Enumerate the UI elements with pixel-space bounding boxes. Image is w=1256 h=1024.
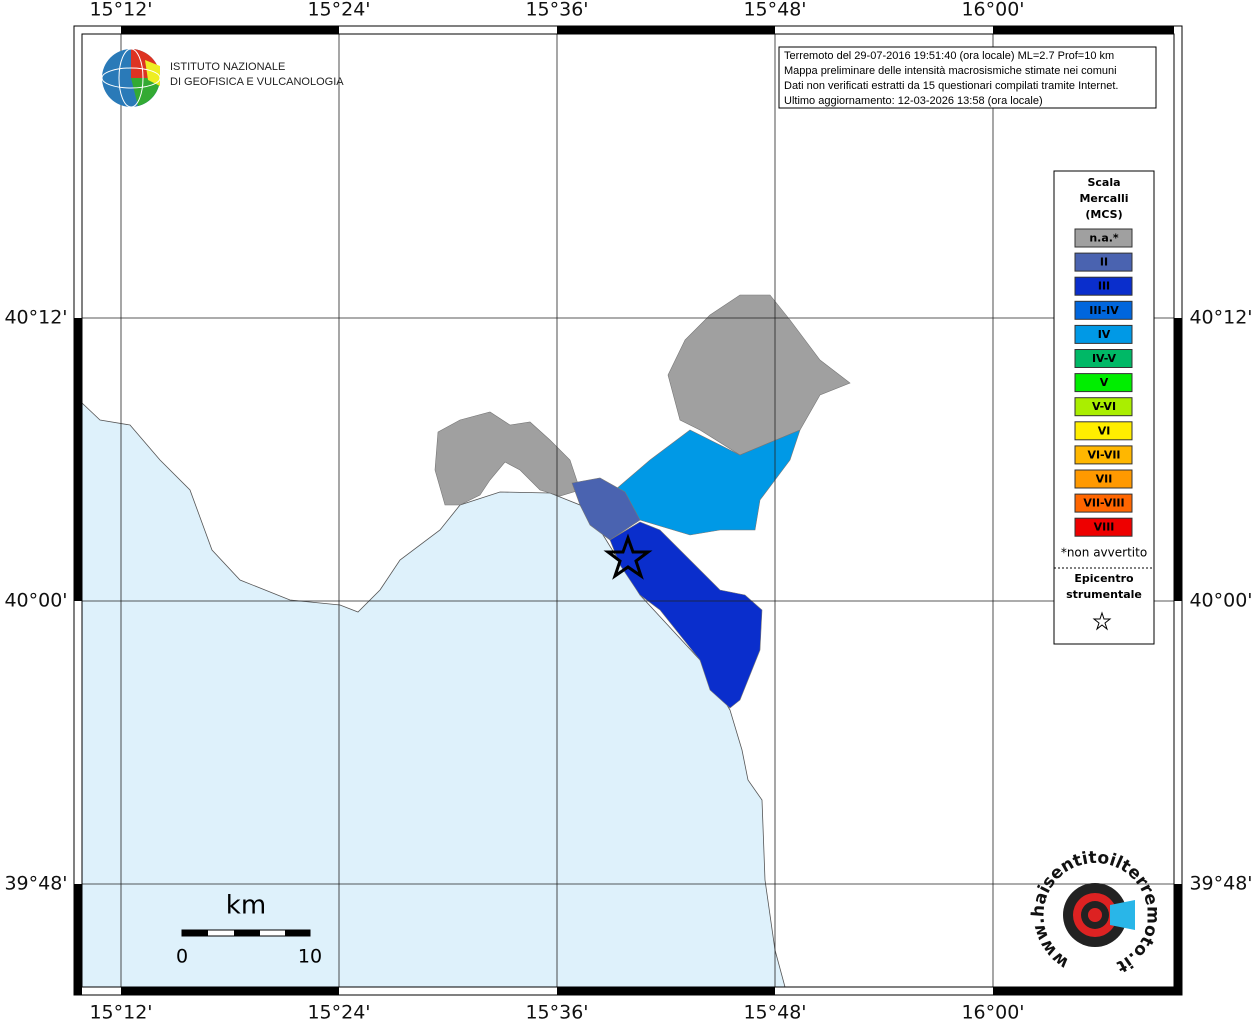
legend-swatch [1074,324,1133,344]
lon-label: 15°36' [525,1002,588,1024]
legend-swatch [1074,517,1133,537]
legend: Scala Mercalli (MCS) *non avvertito Epic… [1053,170,1155,645]
lon-label: 16°00' [961,0,1024,21]
logo-text: ISTITUTO NAZIONALE [170,61,285,73]
legend-swatch [1074,421,1133,441]
lon-label: 15°12' [89,1002,152,1024]
legend-swatch [1074,469,1133,489]
legend-swatch [1074,493,1133,513]
legend-swatch [1074,373,1133,393]
epicenter-star [603,533,653,580]
scale-label: 10 [298,946,322,968]
lon-label: 15°36' [525,0,588,21]
legend-label: VI-VII [1087,448,1120,461]
lon-label: 15°24' [307,1002,370,1024]
lon-label: 15°48' [743,1002,806,1024]
legend-label: V-VI [1092,400,1116,413]
legend-label: VII [1096,473,1113,486]
info-line: Terremoto del 29-07-2016 19:51:40 (ora l… [784,50,1114,62]
legend-swatch [1074,252,1133,272]
legend-star [1092,611,1112,631]
region-na [434,411,581,506]
scale-label: 0 [176,946,188,968]
lon-label: 16°00' [961,1002,1024,1024]
info-line: Dati non verificati estratti da 15 quest… [784,80,1118,92]
legend-label: V [1100,376,1109,389]
legend-epicenter: strumentale [1066,588,1142,601]
legend-label: IV-V [1092,352,1117,365]
legend-label: n.a.* [1089,232,1119,245]
region-iv [614,429,801,536]
region-ii [571,477,641,541]
ingv-logo: ISTITUTO NAZIONALE DI GEOFISICA E VULCAN… [101,48,344,108]
legend-title: Mercalli [1079,192,1128,205]
legend-label: VII-VIII [1083,497,1124,510]
legend-label: IV [1098,328,1111,341]
scale-unit: km [226,891,266,921]
lon-label: 15°48' [743,0,806,21]
info-line: Mappa preliminare delle intensità macros… [784,65,1117,77]
logo-text: DI GEOFISICA E VULCANOLOGIA [170,76,344,88]
lat-label: 39°48' [1189,873,1252,895]
legend-swatch [1074,276,1133,296]
scale-bar: km 0 10 [176,891,322,968]
region-iii [609,521,763,709]
legend-swatch [1074,228,1133,248]
legend-swatch [1074,300,1133,320]
legend-label: II [1100,256,1108,269]
lon-label: 15°24' [307,0,370,21]
site-logo: www.haisentitoilterremoto.it [1028,848,1162,977]
graticule [82,34,1174,987]
legend-title: (MCS) [1085,208,1122,221]
legend-title: Scala [1087,176,1120,189]
lat-label: 40°00' [4,590,67,612]
sea [81,402,786,988]
legend-label: VIII [1094,521,1115,534]
info-line: Ultimo aggiornamento: 12-03-2026 13:58 (… [784,95,1043,107]
legend-swatch [1074,397,1133,417]
legend-note: *non avvertito [1061,546,1147,560]
lat-label: 40°00' [1189,590,1252,612]
legend-label: III [1098,280,1110,293]
lat-label: 40°12' [1189,307,1252,329]
legend-epicenter: Epicentro [1074,572,1134,585]
region-na [667,294,851,456]
legend-label: VI [1098,424,1111,437]
lon-label: 15°12' [89,0,152,21]
legend-swatch [1074,349,1133,368]
lat-label: 40°12' [4,307,67,329]
legend-label: III-IV [1089,304,1119,317]
legend-swatch [1074,445,1133,465]
frame [73,25,1183,996]
info-box [778,46,1157,109]
lat-label: 39°48' [4,873,67,895]
